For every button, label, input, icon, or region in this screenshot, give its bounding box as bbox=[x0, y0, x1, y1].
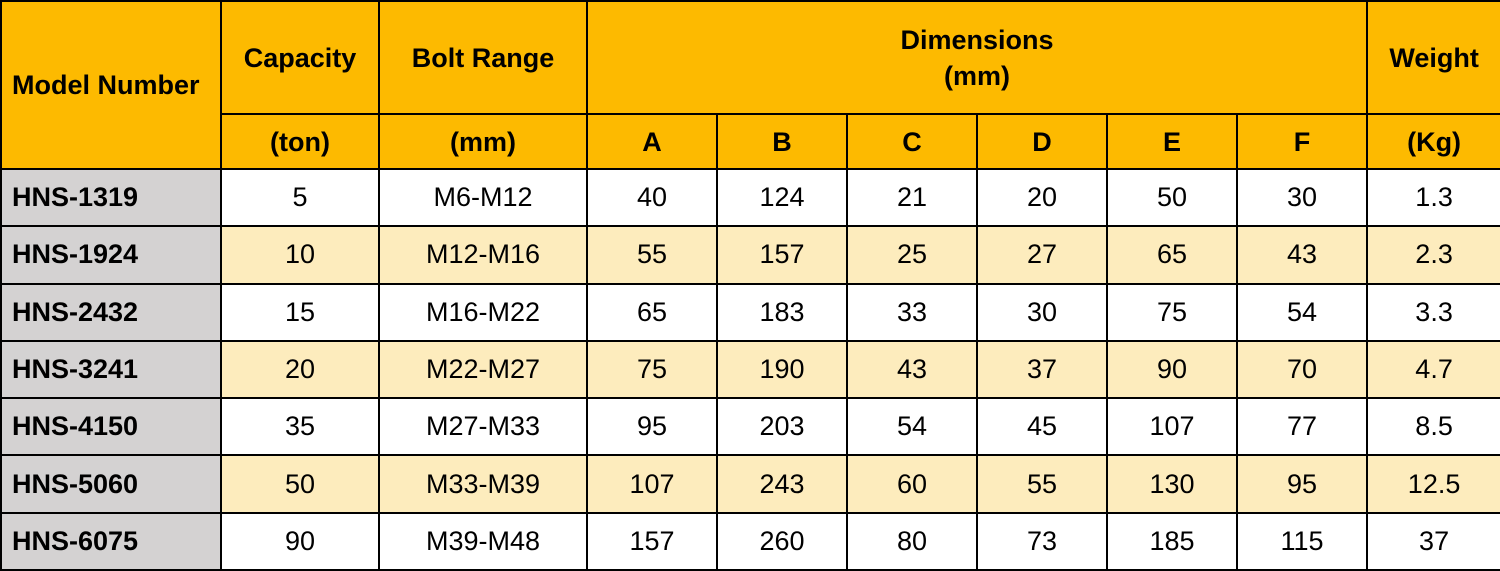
dim-e-cell: 50 bbox=[1106, 167, 1238, 228]
dim-c-cell: 25 bbox=[846, 225, 978, 285]
dim-b-cell: 243 bbox=[716, 454, 848, 514]
dim-d-cell: 20 bbox=[976, 167, 1108, 228]
table-row: HNS-6075 90 M39-M48 157 260 80 73 185 115 37 bbox=[0, 511, 1500, 571]
model-number-cell: HNS-1319 bbox=[0, 167, 222, 228]
weight-cell: 37 bbox=[1366, 511, 1500, 571]
model-number-cell: HNS-4150 bbox=[0, 397, 222, 457]
dim-header-d: D bbox=[976, 113, 1108, 170]
dim-f-cell: 30 bbox=[1235, 167, 1369, 228]
capacity-cell: 10 bbox=[220, 225, 380, 285]
table-header: Model Number Capacity Bolt Range Dimensi… bbox=[0, 0, 1500, 170]
dim-f-cell: 70 bbox=[1235, 339, 1369, 400]
dim-d-cell: 55 bbox=[976, 454, 1108, 514]
capacity-unit: (ton) bbox=[220, 113, 380, 170]
table-row: HNS-2432 15 M16-M22 65 183 33 30 75 54 3.3 bbox=[0, 282, 1500, 342]
dim-b-cell: 124 bbox=[716, 167, 848, 228]
dim-e-cell: 185 bbox=[1106, 511, 1238, 571]
header-row-main: Model Number Capacity Bolt Range Dimensi… bbox=[0, 0, 1500, 170]
dim-f-cell: 95 bbox=[1235, 454, 1369, 514]
dim-header-b: B bbox=[716, 113, 848, 170]
dim-e-cell: 107 bbox=[1106, 397, 1238, 457]
bolt-range-cell: M39-M48 bbox=[378, 511, 588, 571]
dim-d-cell: 37 bbox=[976, 339, 1108, 400]
dimensions-header: Dimensions (mm) bbox=[585, 0, 1369, 115]
bolt-range-cell: M6-M12 bbox=[378, 167, 588, 228]
table-row: HNS-5060 50 M33-M39 107 243 60 55 130 95 12.5 bbox=[0, 454, 1500, 514]
dim-b-cell: 190 bbox=[716, 339, 848, 400]
dim-c-cell: 43 bbox=[846, 339, 978, 400]
dim-header-f: F bbox=[1235, 113, 1369, 170]
weight-cell: 1.3 bbox=[1366, 167, 1500, 228]
dimensions-title: Dimensions bbox=[900, 24, 1054, 55]
dim-a-cell: 107 bbox=[586, 454, 718, 514]
dim-header-c: C bbox=[846, 113, 978, 170]
model-number-cell: HNS-5060 bbox=[0, 454, 222, 514]
dim-f-cell: 115 bbox=[1235, 511, 1369, 571]
model-number-cell: HNS-1924 bbox=[0, 225, 222, 285]
bolt-range-header: Bolt Range bbox=[378, 0, 588, 115]
dim-b-cell: 203 bbox=[716, 397, 848, 457]
weight-cell: 3.3 bbox=[1366, 282, 1500, 342]
dim-d-cell: 27 bbox=[976, 225, 1108, 285]
dim-c-cell: 60 bbox=[846, 454, 978, 514]
dim-b-cell: 260 bbox=[716, 511, 848, 571]
dim-f-cell: 43 bbox=[1235, 225, 1369, 285]
dim-c-cell: 21 bbox=[846, 167, 978, 228]
weight-cell: 2.3 bbox=[1366, 225, 1500, 285]
bolt-range-unit: (mm) bbox=[378, 113, 588, 170]
dim-a-cell: 55 bbox=[586, 225, 718, 285]
capacity-cell: 20 bbox=[220, 339, 380, 400]
bolt-range-cell: M33-M39 bbox=[378, 454, 588, 514]
table-row: HNS-3241 20 M22-M27 75 190 43 37 90 70 4.7 bbox=[0, 339, 1500, 400]
dim-a-cell: 157 bbox=[586, 511, 718, 571]
capacity-cell: 50 bbox=[220, 454, 380, 514]
dim-b-cell: 183 bbox=[716, 282, 848, 342]
weight-cell: 8.5 bbox=[1366, 397, 1500, 457]
capacity-cell: 5 bbox=[220, 167, 380, 228]
dim-a-cell: 65 bbox=[586, 282, 718, 342]
dim-header-e: E bbox=[1106, 113, 1238, 170]
model-number-header: Model Number bbox=[0, 0, 222, 170]
bolt-range-cell: M22-M27 bbox=[378, 339, 588, 400]
dim-b-cell: 157 bbox=[716, 225, 848, 285]
header-row-units: (ton) (mm) A B C D E F (Kg) bbox=[1, 113, 1500, 170]
capacity-cell: 35 bbox=[220, 397, 380, 457]
dim-c-cell: 80 bbox=[846, 511, 978, 571]
dim-e-cell: 65 bbox=[1106, 225, 1238, 285]
dim-c-cell: 54 bbox=[846, 397, 978, 457]
dim-d-cell: 30 bbox=[976, 282, 1108, 342]
dim-c-cell: 33 bbox=[846, 282, 978, 342]
weight-cell: 4.7 bbox=[1366, 339, 1500, 400]
bolt-range-cell: M12-M16 bbox=[378, 225, 588, 285]
model-number-cell: HNS-3241 bbox=[0, 339, 222, 400]
weight-header: Weight bbox=[1366, 0, 1500, 115]
table-row: HNS-1924 10 M12-M16 55 157 25 27 65 43 2.3 bbox=[0, 225, 1500, 285]
dim-e-cell: 75 bbox=[1106, 282, 1238, 342]
weight-cell: 12.5 bbox=[1366, 454, 1500, 514]
capacity-cell: 15 bbox=[220, 282, 380, 342]
dim-header-a: A bbox=[586, 113, 718, 170]
capacity-header: Capacity bbox=[220, 0, 380, 115]
dim-f-cell: 77 bbox=[1235, 397, 1369, 457]
bolt-range-cell: M16-M22 bbox=[378, 282, 588, 342]
dim-a-cell: 95 bbox=[586, 397, 718, 457]
capacity-cell: 90 bbox=[220, 511, 380, 571]
table-body: HNS-1319 5 M6-M12 40 124 21 20 50 30 1.3 HNS-1924 1… bbox=[0, 167, 1500, 571]
dim-d-cell: 73 bbox=[976, 511, 1108, 571]
dim-e-cell: 90 bbox=[1106, 339, 1238, 400]
table-row: HNS-4150 35 M27-M33 95 203 54 45 107 77 8.5 bbox=[0, 397, 1500, 457]
table-row: HNS-1319 5 M6-M12 40 124 21 20 50 30 1.3 bbox=[0, 167, 1500, 228]
model-number-cell: HNS-2432 bbox=[0, 282, 222, 342]
dim-a-cell: 40 bbox=[586, 167, 718, 228]
model-number-cell: HNS-6075 bbox=[0, 511, 222, 571]
dim-e-cell: 130 bbox=[1106, 454, 1238, 514]
dim-f-cell: 54 bbox=[1235, 282, 1369, 342]
dim-a-cell: 75 bbox=[586, 339, 718, 400]
dimensions-unit: (mm) bbox=[944, 60, 1011, 91]
dim-d-cell: 45 bbox=[976, 397, 1108, 457]
bolt-range-cell: M27-M33 bbox=[378, 397, 588, 457]
weight-unit: (Kg) bbox=[1366, 113, 1500, 170]
